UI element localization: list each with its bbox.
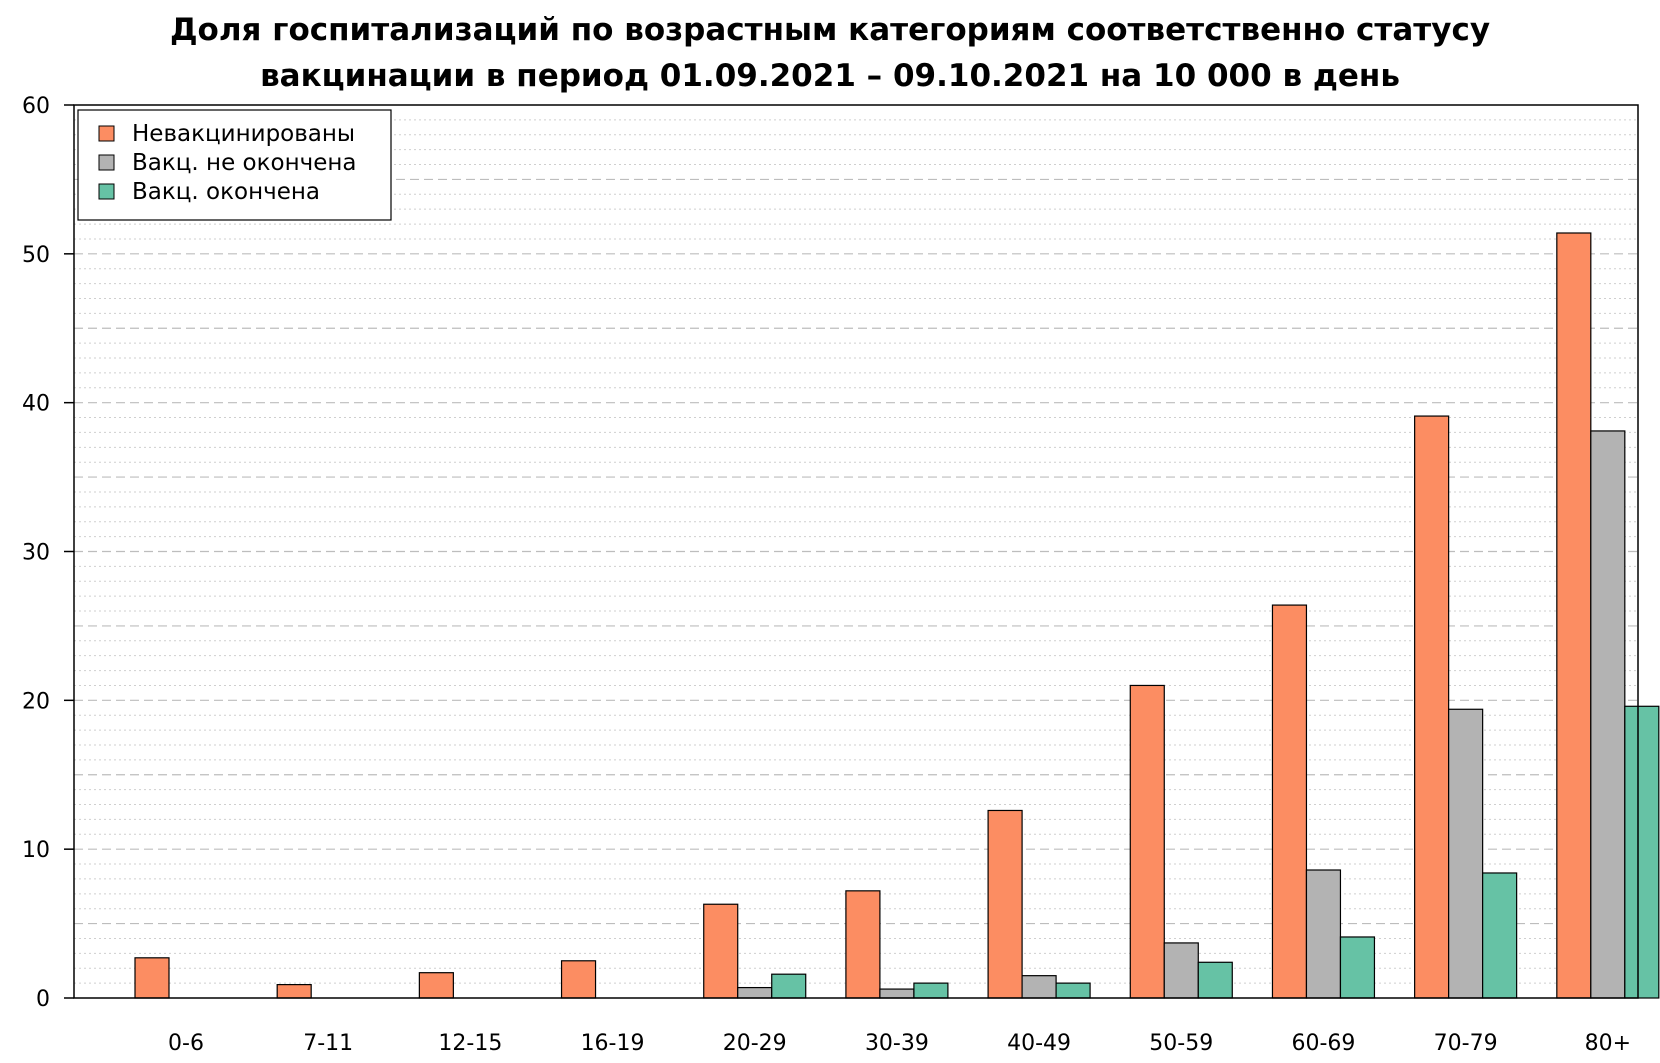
legend-label: Вакц. окончена [132, 179, 320, 205]
legend-swatch [98, 125, 115, 142]
bar [703, 903, 739, 999]
bar [1556, 232, 1592, 999]
y-tick-label: 30 [22, 541, 50, 566]
bar [1624, 705, 1660, 999]
legend-swatch [98, 154, 115, 171]
x-tick-label: 40-49 [1007, 1031, 1071, 1056]
bar [913, 982, 949, 999]
bar [276, 984, 312, 999]
x-tick-label: 30-39 [865, 1031, 929, 1056]
x-tick-label: 12-15 [438, 1031, 502, 1056]
x-tick-label: 20-29 [723, 1031, 787, 1056]
y-tick-label: 40 [22, 392, 50, 417]
bar [1448, 708, 1484, 999]
bar [1129, 684, 1165, 999]
x-tick-label: 50-59 [1149, 1031, 1213, 1056]
bar [1197, 961, 1233, 999]
x-tick-label: 80+ [1585, 1031, 1631, 1056]
bar [1163, 942, 1199, 999]
bar [560, 960, 597, 999]
legend-label: Вакц. не окончена [132, 150, 357, 176]
bar [1339, 936, 1376, 999]
axes: 0 10 20 30 40 50 60 0-6 7-11 12-15 16-19 20-29 30-39… [22, 94, 1639, 1056]
bar [1414, 415, 1450, 999]
y-tick-label: 10 [22, 838, 50, 863]
bar [1590, 430, 1626, 999]
x-tick-label: 7-11 [303, 1031, 353, 1056]
y-tick-label: 0 [36, 987, 50, 1012]
legend-swatch [98, 183, 115, 200]
chart-title-line-1: Доля госпитализаций по возрастным катего… [169, 12, 1491, 48]
bar [134, 957, 170, 999]
bar [987, 809, 1023, 999]
bar [737, 986, 773, 999]
legend-label: Невакцинированы [132, 121, 355, 147]
x-tick-label: 0-6 [168, 1031, 204, 1056]
bar [1021, 975, 1057, 999]
bar [1305, 869, 1342, 999]
x-tick-label: 70-79 [1434, 1031, 1498, 1056]
bar [1482, 872, 1518, 999]
legend-box [77, 109, 392, 221]
bar [771, 973, 807, 999]
bar [845, 890, 881, 999]
bar [1055, 982, 1091, 999]
bar [418, 972, 454, 999]
y-tick-label: 60 [22, 94, 50, 119]
bars [134, 232, 1660, 999]
x-tick-label: 60-69 [1291, 1031, 1355, 1056]
legend: Невакцинированы Вакц. не окончена Вакц. ок… [77, 109, 392, 221]
bar [1271, 604, 1308, 999]
y-tick-label: 50 [22, 243, 50, 268]
x-tick-label: 16-19 [581, 1031, 645, 1056]
bar [879, 988, 915, 999]
y-tick-label: 20 [22, 689, 50, 714]
chart-title-line-2: вакцинации в период 01.09.2021 – 09.10.2… [260, 58, 1400, 94]
grid [74, 119, 1638, 984]
